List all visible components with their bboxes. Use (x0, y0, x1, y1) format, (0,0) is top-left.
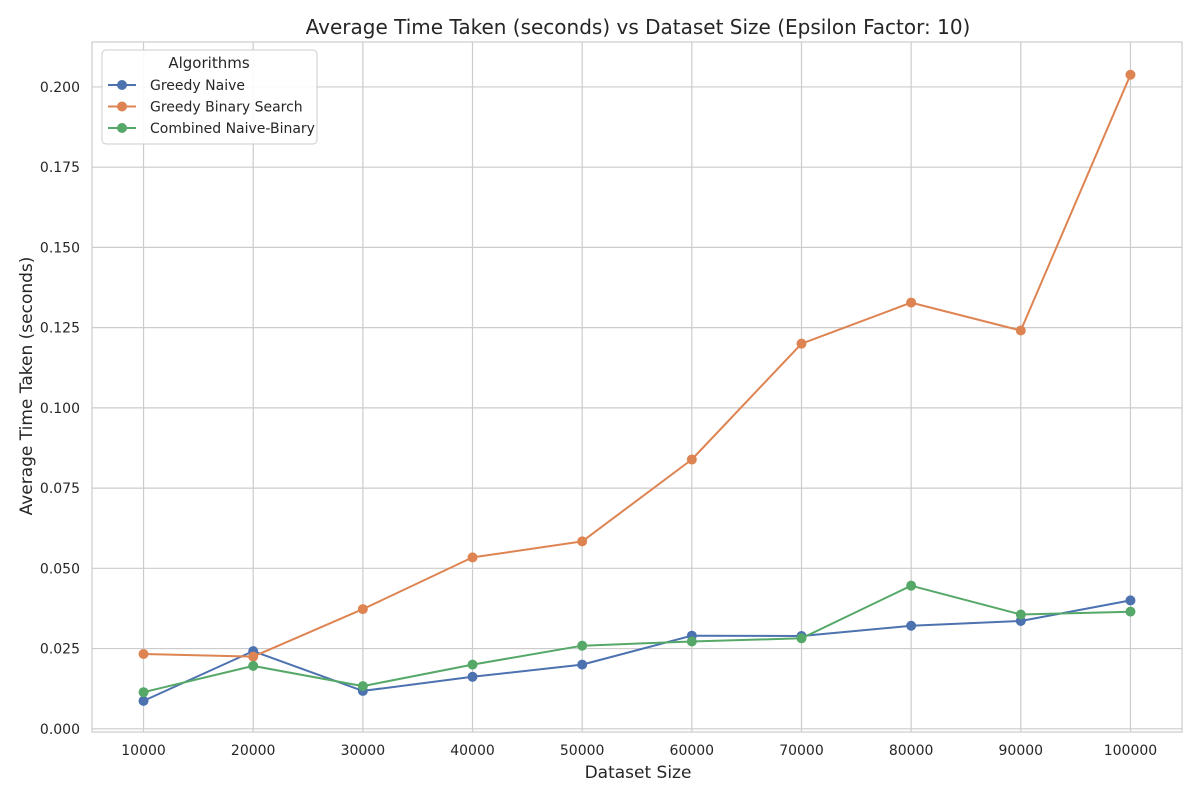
series-layer (138, 69, 1136, 706)
data-point (906, 297, 917, 308)
y-tick-label: 0.000 (40, 722, 80, 738)
series-greedy-binary-search (138, 69, 1136, 662)
y-tick-label: 0.200 (40, 80, 80, 96)
series-line-combined-naive-binary (143, 584, 1131, 694)
data-point (796, 633, 807, 644)
series-combined-naive-binary (138, 580, 1136, 698)
legend-marker (117, 101, 127, 112)
x-tick-label: 30000 (341, 743, 386, 759)
x-tick-label: 70000 (779, 743, 824, 759)
plot-area (91, 41, 1183, 733)
data-point (1125, 69, 1136, 80)
x-tick-label: 80000 (889, 743, 934, 759)
y-tick-label: 0.125 (40, 321, 80, 337)
legend-item: Combined Naive-Binary (108, 121, 315, 137)
data-point (686, 454, 697, 465)
data-point (248, 660, 259, 671)
series-line-greedy-binary-search (143, 74, 1132, 658)
data-point (686, 636, 697, 647)
legend: Algorithms Greedy Naive Greedy Binary Sear… (101, 49, 318, 145)
tick-labels: 10000 20000 30000 40000 50000 60000 70000 80000… (40, 80, 1157, 759)
data-point (357, 681, 368, 692)
y-tick-label: 0.075 (40, 481, 80, 497)
y-tick-label: 0.150 (40, 240, 80, 256)
data-point (1125, 595, 1136, 606)
legend-title: Algorithms (168, 54, 249, 72)
legend-label: Greedy Binary Search (150, 100, 303, 116)
series-line-greedy-naive (143, 599, 1131, 702)
y-tick-label: 0.175 (40, 160, 80, 176)
data-point (577, 640, 588, 651)
data-point (577, 536, 588, 547)
legend-label: Greedy Naive (150, 78, 245, 94)
data-point (577, 659, 588, 670)
data-point (357, 604, 368, 615)
x-axis-label: Dataset Size (585, 763, 692, 783)
chart-title: Average Time Taken (seconds) vs Dataset … (306, 15, 971, 39)
data-point (796, 338, 807, 349)
legend-marker (117, 123, 127, 133)
x-tick-label: 60000 (670, 743, 715, 759)
x-tick-label: 20000 (231, 743, 276, 759)
legend-box (101, 49, 318, 145)
data-point (1015, 609, 1026, 620)
data-point (138, 687, 149, 698)
y-axis-label: Average Time Taken (seconds) (17, 257, 37, 516)
data-point (1015, 325, 1026, 336)
x-tick-label: 90000 (999, 743, 1044, 759)
legend-item: Greedy Naive (108, 78, 245, 94)
x-tick-label: 40000 (450, 743, 495, 759)
data-point (467, 671, 478, 682)
data-point (906, 580, 917, 591)
legend-item: Greedy Binary Search (108, 100, 303, 116)
y-tick-label: 0.025 (40, 642, 80, 658)
x-tick-label: 10000 (121, 743, 166, 759)
x-tick-label: 100000 (1104, 743, 1157, 759)
data-point (138, 695, 149, 706)
data-point (1125, 606, 1136, 617)
x-tick-label: 50000 (560, 743, 605, 759)
y-tick-label: 0.050 (40, 561, 80, 577)
legend-marker (117, 80, 127, 90)
data-point (248, 651, 259, 662)
legend-label: Combined Naive-Binary (150, 121, 315, 137)
y-tick-label: 0.100 (40, 401, 80, 417)
data-point (906, 620, 917, 631)
data-point (467, 552, 478, 563)
data-point (467, 659, 478, 670)
data-point (138, 649, 149, 660)
